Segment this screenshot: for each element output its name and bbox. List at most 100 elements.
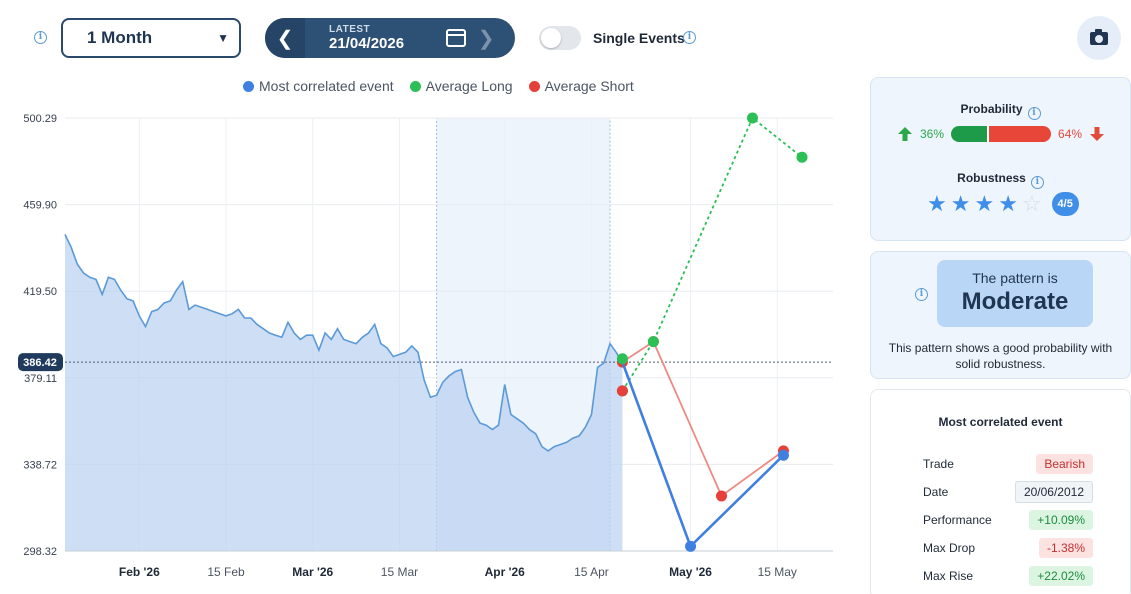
series-point [777, 449, 789, 461]
correlated-row: Performance +10.09% [923, 506, 1093, 534]
correlated-row-value: -1.38% [1038, 538, 1093, 558]
calendar-icon[interactable] [446, 29, 467, 47]
star-filled-icon: ★ [927, 191, 947, 216]
camera-icon [1090, 28, 1108, 45]
correlated-row-label: Date [923, 485, 949, 499]
legend-label: Most correlated event [259, 78, 394, 94]
series-line [621, 340, 785, 498]
correlated-row: Max Rise +22.02% [923, 562, 1093, 590]
single-events-label: Single Events [593, 30, 685, 46]
pattern-box: The pattern is Moderate [937, 260, 1093, 327]
correlated-event-table: Trade Bearish Date 20/06/2012 Performance +10… [923, 450, 1093, 590]
history-area [65, 234, 623, 551]
y-tick-label: 459.90 [23, 200, 57, 212]
latest-date: 21/04/2026 [329, 35, 405, 52]
probability-title-text: Probability [960, 102, 1023, 116]
x-tick-label: 15 Mar [381, 565, 418, 579]
y-tick-label: 338.72 [23, 459, 57, 471]
legend-label: Average Short [544, 78, 634, 94]
current-price-label: 386.42 [23, 357, 57, 369]
robustness-info-icon[interactable]: i [1030, 176, 1044, 189]
date-navigator: ❮ LATEST 21/04/2026 ❯ [265, 18, 515, 58]
long-percentage: 36% [920, 127, 945, 141]
correlated-row-label: Max Rise [923, 569, 974, 583]
latest-date-block: LATEST 21/04/2026 [329, 24, 404, 52]
correlated-row-label: Max Drop [923, 541, 976, 555]
correlated-row: Date 20/06/2012 [923, 478, 1093, 506]
chevron-down-icon: ▼ [217, 31, 229, 45]
screenshot-button[interactable] [1077, 16, 1121, 60]
latest-label: LATEST [329, 24, 371, 35]
correlated-row-value: 20/06/2012 [1014, 481, 1093, 503]
robustness-title-text: Robustness [957, 171, 1026, 185]
series-point [746, 112, 758, 124]
series-point [796, 151, 808, 163]
probability-panel: Probability i 36% 64% Robustness i ★ ★ ★ ★ ☆ 4/… [870, 77, 1131, 241]
chevron-left-icon: ❮ [276, 27, 294, 50]
correlated-row: Max Drop -1.38% [923, 534, 1093, 562]
y-tick-label: 500.29 [23, 113, 57, 125]
star-filled-icon: ★ [998, 191, 1018, 216]
start-marker [616, 353, 628, 365]
series-point [716, 490, 728, 502]
short-percentage: 64% [1058, 127, 1083, 141]
period-info-icon[interactable]: i [34, 31, 47, 44]
previous-date-button[interactable]: ❮ [265, 18, 305, 58]
probability-info-icon[interactable]: i [1027, 107, 1041, 120]
star-empty-icon: ☆ [1021, 191, 1042, 216]
single-events-toggle[interactable] [539, 26, 581, 50]
current-price-badge [18, 353, 63, 372]
correlated-row: Trade Bearish [923, 450, 1093, 478]
correlated-row-value: +22.02% [1029, 566, 1093, 586]
toggle-knob [541, 28, 561, 48]
legend-item-average-short[interactable]: Average Short [528, 78, 634, 94]
legend-dot [528, 80, 540, 92]
pattern-level: Moderate [961, 288, 1069, 315]
robustness-score-badge: 4/5 [1051, 192, 1079, 216]
x-tick-label: 15 May [758, 565, 797, 579]
correlated-row-value: Bearish [1036, 454, 1093, 474]
x-tick-label: 15 Apr [574, 565, 609, 579]
series-point [685, 540, 697, 552]
star-filled-icon: ★ [974, 191, 995, 216]
chart-legend: Most correlated event Average Long Avera… [243, 78, 634, 94]
series-point [647, 336, 659, 348]
x-tick-label: 15 Feb [207, 565, 245, 579]
x-tick-label: Mar '26 [292, 565, 333, 579]
y-tick-label: 379.11 [24, 373, 57, 385]
series-line [621, 116, 803, 392]
probability-title: Probability i [871, 102, 1130, 120]
probability-row: 36% 64% [897, 126, 1105, 142]
x-tick-label: Feb '26 [119, 565, 160, 579]
legend-item-average-long[interactable]: Average Long [409, 78, 513, 94]
pattern-info-icon[interactable]: i [915, 288, 928, 301]
pattern-panel: i The pattern is Moderate This pattern s… [870, 251, 1131, 379]
robustness-stars: ★ ★ ★ ★ ☆ 4/5 [927, 192, 1079, 216]
correlated-event-title: Most correlated event [938, 415, 1063, 429]
price-chart[interactable]: 500.29 459.90 419.50 379.11 338.72 298.32 Feb … [0, 100, 860, 594]
y-tick-label: 298.32 [23, 546, 57, 558]
legend-dot [409, 80, 421, 92]
correlated-row-label: Performance [923, 513, 992, 527]
y-tick-label: 419.50 [23, 286, 57, 298]
period-select-value: 1 Month [87, 28, 153, 47]
x-tick-label: May '26 [669, 565, 712, 579]
star-filled-icon: ★ [950, 191, 971, 216]
probability-bar-long [951, 126, 988, 142]
chevron-right-icon: ❯ [477, 27, 495, 50]
legend-dot [243, 80, 254, 92]
arrow-down-icon [1090, 127, 1105, 141]
single-events-info-icon[interactable]: i [683, 31, 696, 44]
probability-bar-short [987, 126, 1052, 142]
legend-item-most-correlated[interactable]: Most correlated event [243, 78, 394, 94]
next-date-button[interactable]: ❯ [466, 18, 506, 58]
pattern-pre-text: The pattern is [972, 270, 1058, 286]
correlated-row-value: +10.09% [1029, 510, 1093, 530]
period-select[interactable]: 1 Month ▼ [61, 18, 241, 58]
probability-bar [951, 126, 1052, 142]
arrow-up-icon [898, 127, 912, 141]
robustness-title: Robustness i [871, 171, 1130, 189]
x-tick-label: Apr '26 [485, 565, 526, 579]
history-line [64, 234, 624, 452]
